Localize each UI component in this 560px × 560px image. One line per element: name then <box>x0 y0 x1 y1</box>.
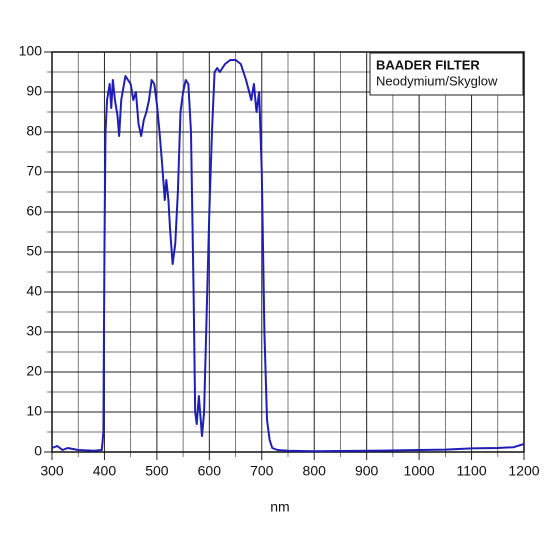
plot-frame <box>51 51 525 453</box>
y-tick-label: 100 <box>19 43 43 59</box>
legend-box <box>369 52 524 96</box>
y-tick-label: 60 <box>26 203 42 219</box>
y-tick-label: 90 <box>26 83 42 99</box>
x-tick-label: 1000 <box>404 463 435 479</box>
chart-subtitle: Neodymium/Skyglow <box>376 73 498 88</box>
y-tick-label: 0 <box>34 443 42 459</box>
x-tick-label: 1200 <box>508 463 539 479</box>
y-tick-label: 40 <box>26 283 42 299</box>
x-tick-label: 1100 <box>457 463 487 479</box>
transmission-curve <box>51 59 525 453</box>
x-tick-label: 300 <box>40 463 64 479</box>
x-axis-label: nm <box>270 499 289 515</box>
y-tick-label: 50 <box>26 243 42 259</box>
x-tick-label: 600 <box>198 463 222 479</box>
x-tick-label: 700 <box>250 463 274 479</box>
y-tick-label: 30 <box>26 323 42 339</box>
y-tick-label: 70 <box>26 163 42 179</box>
y-tick-label: 10 <box>26 403 42 419</box>
y-tick-label: 20 <box>26 363 42 379</box>
x-tick-label: 500 <box>145 463 169 479</box>
chart-title: BAADER FILTER <box>376 57 480 72</box>
x-tick-label: 800 <box>303 463 327 479</box>
y-tick-label: 80 <box>26 123 42 139</box>
x-tick-label: 900 <box>355 463 379 479</box>
x-tick-label: 400 <box>93 463 117 479</box>
